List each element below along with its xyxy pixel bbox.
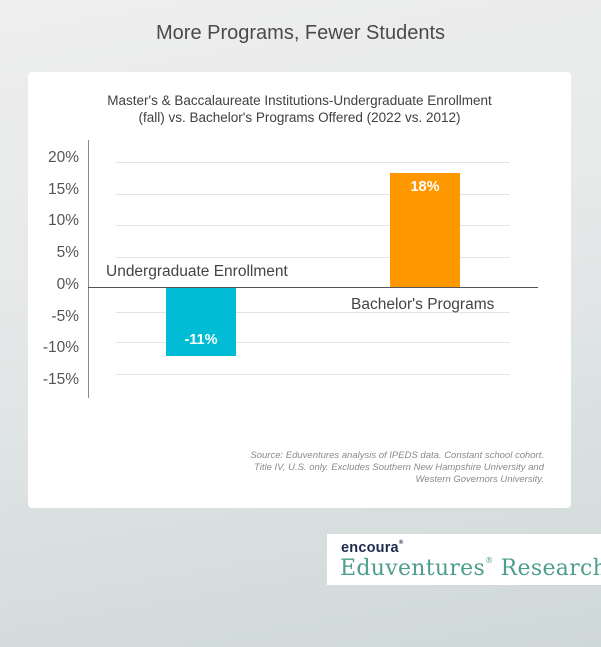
- logo-product-eduventures-research: Eduventures® Research: [340, 556, 601, 581]
- y-tick-m5: -5%: [51, 308, 79, 325]
- chart-card: Master's & Baccalaureate Institutions-Un…: [28, 72, 571, 508]
- category-label-undergraduate-enrollment: Undergraduate Enrollment: [106, 263, 288, 280]
- registered-mark-icon: ®: [398, 540, 404, 546]
- logo-product-name: Eduventures: [340, 556, 486, 581]
- zero-baseline: [88, 287, 538, 288]
- y-tick-20: 20%: [47, 149, 79, 166]
- gridline-m15: [116, 374, 510, 375]
- gridline-m5: [116, 312, 510, 313]
- gridline-10: [116, 225, 510, 226]
- page-title: More Programs, Fewer Students: [156, 22, 445, 44]
- source-note: Source: Eduventures analysis of IPEDS da…: [250, 450, 544, 485]
- bar-value-label: 18%: [410, 179, 440, 195]
- logo-brand-encoura: encoura®: [341, 540, 403, 556]
- y-tick-5: 5%: [56, 244, 79, 261]
- y-tick-m10: -10%: [42, 339, 79, 356]
- chart-title: Master's & Baccalaureate Institutions-Un…: [28, 92, 571, 126]
- gridline-5: [116, 257, 510, 258]
- chart-title-line-2: (fall) vs. Bachelor's Programs Offered (…: [138, 110, 461, 125]
- logo-brand-text: encoura: [341, 540, 399, 556]
- registered-mark-icon: ®: [485, 556, 494, 565]
- y-axis-line: [88, 140, 89, 398]
- gridline-m10: [116, 342, 510, 343]
- bar-value-label: -11%: [184, 332, 218, 348]
- gridline-20: [116, 162, 510, 163]
- bar-bachelors-programs: 18%: [390, 173, 460, 287]
- y-tick-10: 10%: [47, 212, 79, 229]
- category-label-bachelors-programs: Bachelor's Programs: [351, 296, 495, 313]
- y-tick-0: 0%: [56, 276, 79, 293]
- chart-title-line-1: Master's & Baccalaureate Institutions-Un…: [107, 93, 492, 108]
- gridline-15: [116, 194, 510, 195]
- logo-encoura-eduventures: encoura® Eduventures® Research: [327, 534, 601, 585]
- bar-undergraduate-enrollment: -11%: [166, 287, 236, 356]
- y-tick-15: 15%: [47, 181, 79, 198]
- y-tick-m15: -15%: [42, 371, 79, 388]
- logo-product-suffix: Research: [493, 556, 601, 581]
